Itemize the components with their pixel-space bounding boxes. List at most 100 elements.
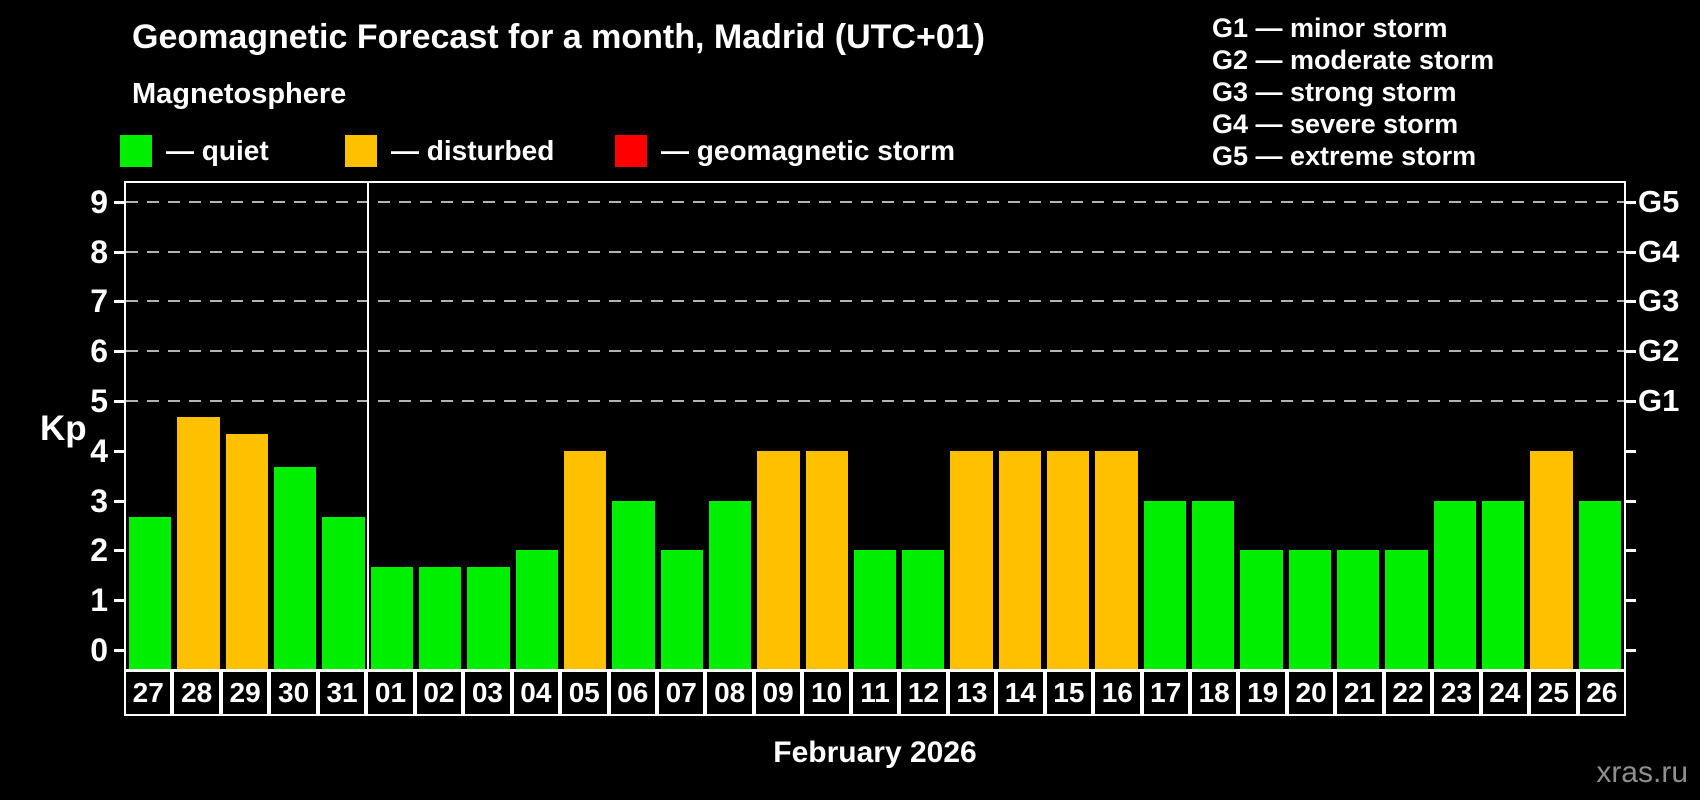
gscale-tick-7 xyxy=(1624,300,1636,304)
day-cell-12: 12 xyxy=(899,670,948,716)
bar-day-12 xyxy=(902,550,945,669)
bar-day-27 xyxy=(129,517,172,669)
bar-day-16 xyxy=(1095,450,1138,669)
y-tick-4 xyxy=(114,449,126,453)
day-cell-29: 29 xyxy=(220,670,270,716)
gscale-tick-8 xyxy=(1624,250,1636,254)
day-cell-05: 05 xyxy=(560,670,609,716)
bar-day-06 xyxy=(612,500,655,669)
bar-day-04 xyxy=(515,550,558,669)
day-cell-08: 08 xyxy=(705,670,754,716)
y-tick-2 xyxy=(114,549,126,553)
watermark: xras.ru xyxy=(1596,756,1688,789)
gscale-legend: G1 — minor storm G2 — moderate storm G3 — … xyxy=(1212,12,1494,172)
bar-day-15 xyxy=(1047,450,1090,669)
bar-day-07 xyxy=(660,550,703,669)
day-cell-16: 16 xyxy=(1093,670,1142,716)
y-tick-label-2: 2 xyxy=(90,532,108,569)
day-cell-11: 11 xyxy=(850,670,900,716)
day-cell-10: 10 xyxy=(802,670,851,716)
disturbed-color-swatch xyxy=(345,135,377,167)
y-tick-7 xyxy=(114,300,126,304)
plot-area xyxy=(124,181,1626,671)
bar-day-09 xyxy=(757,450,800,669)
gridline-kp7 xyxy=(126,300,1624,303)
y-tick-label-5: 5 xyxy=(90,383,108,419)
storm-color-swatch xyxy=(615,135,647,167)
gscale-tick-0 xyxy=(1624,649,1636,652)
bar-day-13 xyxy=(950,450,993,669)
y-tick-5 xyxy=(114,400,126,403)
day-cell-06: 06 xyxy=(608,670,657,716)
day-cell-22: 22 xyxy=(1383,670,1433,716)
y-tick-label-8: 8 xyxy=(90,233,108,270)
x-axis-day-row: 27 28 29 30 31 01 02 03 04 05 06 07 08 09 10 11 12 13 14 15… xyxy=(124,670,1627,716)
bar-day-28 xyxy=(177,417,220,669)
y-tick-label-1: 1 xyxy=(90,582,108,619)
gscale-tick-5 xyxy=(1624,400,1636,403)
day-cell-13: 13 xyxy=(947,670,997,716)
gscale-tick-3 xyxy=(1624,499,1636,503)
day-cell-19: 19 xyxy=(1238,670,1287,716)
bar-day-18 xyxy=(1192,500,1235,669)
x-axis-month-label: February 2026 xyxy=(773,736,977,769)
gridline-kp9 xyxy=(126,200,1624,203)
day-cell-01: 01 xyxy=(366,670,415,716)
day-cell-20: 20 xyxy=(1286,670,1336,716)
day-cell-04: 04 xyxy=(511,670,561,716)
bar-day-05 xyxy=(563,450,607,669)
bar-day-23 xyxy=(1433,500,1477,669)
gscale-legend-line: G3 — strong storm xyxy=(1212,77,1457,107)
bar-day-26 xyxy=(1578,500,1621,669)
gscale-tick-2 xyxy=(1624,549,1636,553)
day-cell-03: 03 xyxy=(463,670,512,716)
bar-day-24 xyxy=(1482,500,1525,669)
bar-day-02 xyxy=(418,566,462,669)
gscale-legend-line: G1 — minor storm xyxy=(1212,13,1448,43)
y-tick-0 xyxy=(114,649,126,652)
y-tick-6 xyxy=(114,350,126,354)
legend-label-disturbed: — disturbed xyxy=(391,135,555,166)
day-cell-17: 17 xyxy=(1141,670,1190,716)
y-tick-1 xyxy=(114,599,126,603)
bar-day-08 xyxy=(708,500,752,669)
day-cell-31: 31 xyxy=(317,670,367,716)
bar-day-14 xyxy=(998,450,1042,669)
gscale-label-G1: G1 xyxy=(1638,383,1680,418)
gscale-label-G2: G2 xyxy=(1638,333,1680,369)
month-boundary-line xyxy=(366,183,369,669)
y-tick-label-6: 6 xyxy=(90,333,108,370)
day-cell-14: 14 xyxy=(996,670,1045,716)
chart-title: Geomagnetic Forecast for a month, Madrid… xyxy=(132,18,985,56)
bar-day-21 xyxy=(1337,550,1380,669)
y-axis-title: Kp xyxy=(40,409,87,448)
bar-day-17 xyxy=(1143,500,1187,669)
gscale-label-G3: G3 xyxy=(1638,283,1680,319)
bar-day-19 xyxy=(1240,550,1283,669)
bar-day-20 xyxy=(1288,550,1332,669)
gscale-tick-1 xyxy=(1624,599,1636,603)
magnetosphere-label: Magnetosphere xyxy=(132,78,347,110)
day-cell-15: 15 xyxy=(1044,670,1094,716)
gridline-kp8 xyxy=(126,250,1624,253)
day-cell-07: 07 xyxy=(656,670,706,716)
day-cell-18: 18 xyxy=(1189,670,1239,716)
y-tick-9 xyxy=(114,200,126,204)
bar-day-30 xyxy=(273,467,317,669)
legend-item-disturbed: — disturbed xyxy=(345,134,554,168)
bar-day-29 xyxy=(225,434,268,669)
gscale-tick-9 xyxy=(1624,200,1636,204)
day-cell-25: 25 xyxy=(1529,670,1578,716)
legend-label-quiet: — quiet xyxy=(166,135,269,166)
legend-label-storm: — geomagnetic storm xyxy=(661,135,956,166)
y-tick-label-7: 7 xyxy=(90,283,108,320)
bar-day-22 xyxy=(1385,550,1428,669)
y-tick-label-0: 0 xyxy=(90,632,108,668)
gscale-tick-4 xyxy=(1624,449,1636,453)
day-cell-26: 26 xyxy=(1577,670,1627,716)
day-cell-28: 28 xyxy=(172,670,221,716)
y-tick-label-3: 3 xyxy=(90,482,108,519)
gscale-label-G5: G5 xyxy=(1638,183,1680,219)
bar-day-10 xyxy=(805,450,848,669)
